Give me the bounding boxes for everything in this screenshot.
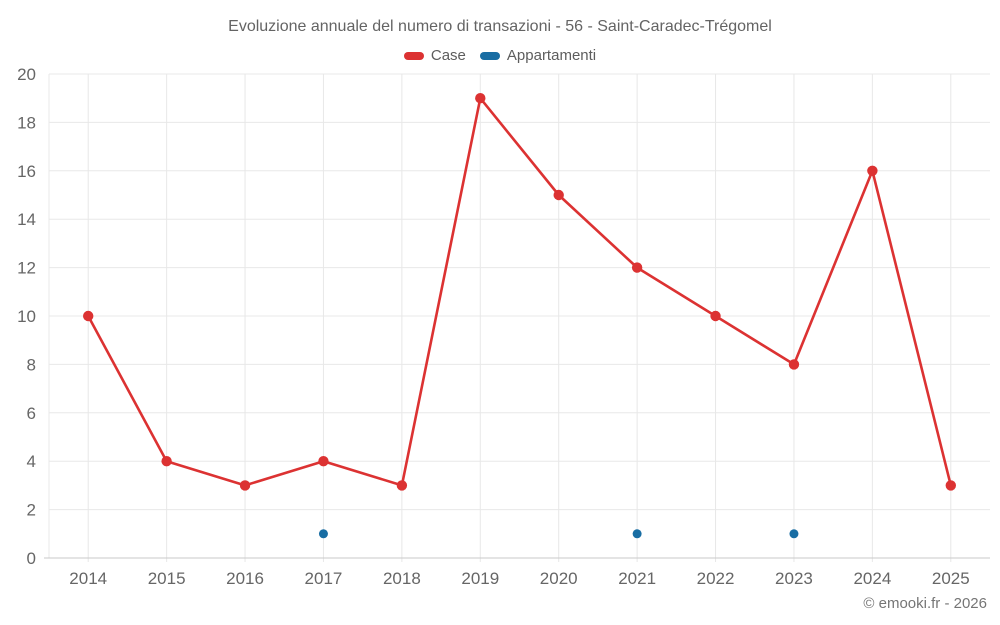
- data-point-appartamenti-2017[interactable]: [318, 529, 328, 539]
- y-axis-tick-label: 2: [27, 501, 36, 520]
- y-axis-tick-label: 4: [27, 452, 36, 471]
- series-line-case: [86, 96, 953, 487]
- chart-title: Evoluzione annuale del numero di transaz…: [228, 18, 772, 35]
- data-point-case-2019[interactable]: [475, 93, 486, 104]
- legend: Case Appartamenti: [0, 47, 1000, 64]
- x-axis-tick-label: 2020: [540, 569, 578, 588]
- data-point-case-2016[interactable]: [239, 480, 251, 491]
- data-point-appartamenti-2023[interactable]: [789, 529, 799, 539]
- y-axis-tick-label: 6: [27, 404, 36, 423]
- data-point-case-2018[interactable]: [396, 480, 408, 491]
- x-axis-tick-label: 2014: [69, 569, 107, 588]
- x-axis-tick-label: 2016: [226, 569, 264, 588]
- y-axis-tick-label: 14: [17, 210, 36, 229]
- data-point-appartamenti-2021[interactable]: [632, 529, 642, 539]
- x-axis-tick-label: 2022: [697, 569, 735, 588]
- data-point-case-2017[interactable]: [318, 456, 329, 467]
- legend-item-case[interactable]: Case: [403, 47, 466, 64]
- data-point-case-2014[interactable]: [83, 310, 94, 322]
- x-axis-tick-label: 2019: [461, 569, 499, 588]
- y-axis-tick-label: 20: [17, 65, 36, 84]
- data-point-case-2022[interactable]: [710, 310, 721, 322]
- y-axis-tick-label: 12: [17, 259, 36, 278]
- legend-label-case: Case: [430, 47, 466, 64]
- x-axis-tick-label: 2024: [853, 569, 891, 588]
- data-point-case-2023[interactable]: [788, 359, 800, 370]
- legend-item-appartamenti[interactable]: Appartamenti: [479, 47, 597, 64]
- x-axis-tick-label: 2025: [932, 569, 970, 588]
- attribution-text: © emooki.fr - 2026: [863, 595, 987, 612]
- y-axis-tick-label: 0: [27, 549, 36, 568]
- x-axis-tick-label: 2023: [775, 569, 813, 588]
- case-legend-swatch: [403, 51, 424, 60]
- x-axis-tick-label: 2021: [618, 569, 656, 588]
- data-point-case-2021[interactable]: [631, 262, 643, 273]
- y-axis-tick-label: 8: [27, 355, 36, 374]
- y-axis-tick-label: 10: [17, 307, 36, 326]
- y-axis-tick-label: 16: [17, 162, 36, 181]
- x-axis-tick-label: 2015: [148, 569, 186, 588]
- data-point-case-2024[interactable]: [867, 165, 878, 176]
- x-axis-tick-label: 2018: [383, 569, 421, 588]
- y-axis-tick-label: 18: [17, 113, 36, 132]
- appartamenti-legend-swatch: [479, 51, 500, 60]
- legend-label-appartamenti: Appartamenti: [506, 47, 597, 64]
- x-axis-tick-label: 2017: [305, 569, 343, 588]
- data-point-case-2025[interactable]: [945, 480, 956, 491]
- data-point-case-2015[interactable]: [161, 456, 172, 467]
- data-point-case-2020[interactable]: [553, 189, 564, 201]
